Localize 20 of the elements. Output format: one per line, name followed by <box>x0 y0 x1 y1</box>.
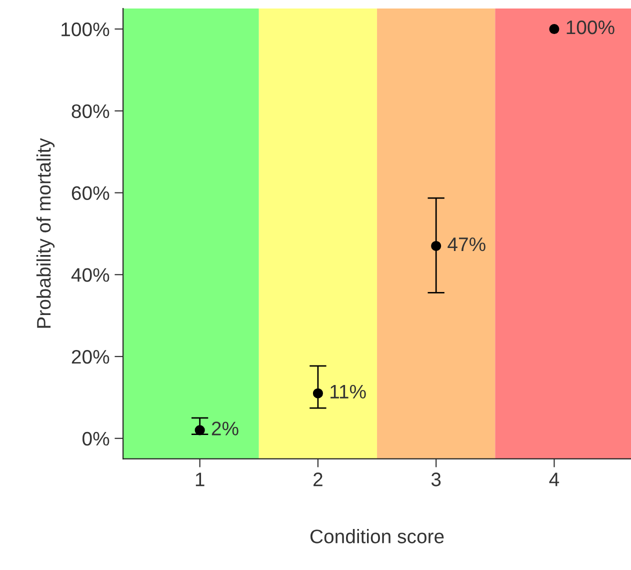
data-label: 11% <box>330 384 366 398</box>
x-tick-label: 4 <box>549 472 560 486</box>
x-axis-title: Condition score <box>310 529 444 544</box>
point <box>549 24 560 34</box>
y-tick-label: 0% <box>82 432 110 446</box>
y-tick-label: 80% <box>72 104 110 118</box>
point <box>194 425 205 436</box>
point <box>312 388 323 398</box>
point <box>431 240 442 252</box>
data-label: 47% <box>448 238 486 252</box>
data-label: 2% <box>212 422 238 436</box>
data-label: 100% <box>566 20 614 34</box>
y-tick-label: 60% <box>72 186 110 200</box>
x-tick-label: 3 <box>431 472 441 486</box>
x-tick-label: 2 <box>314 472 322 486</box>
y-tick-label: 20% <box>72 350 110 364</box>
y-tick-label: 40% <box>71 268 110 282</box>
y-axis-title: Probability of mortality <box>36 138 55 328</box>
y-tick-label: 100% <box>62 22 110 36</box>
x-tick-label: 1 <box>196 472 204 486</box>
